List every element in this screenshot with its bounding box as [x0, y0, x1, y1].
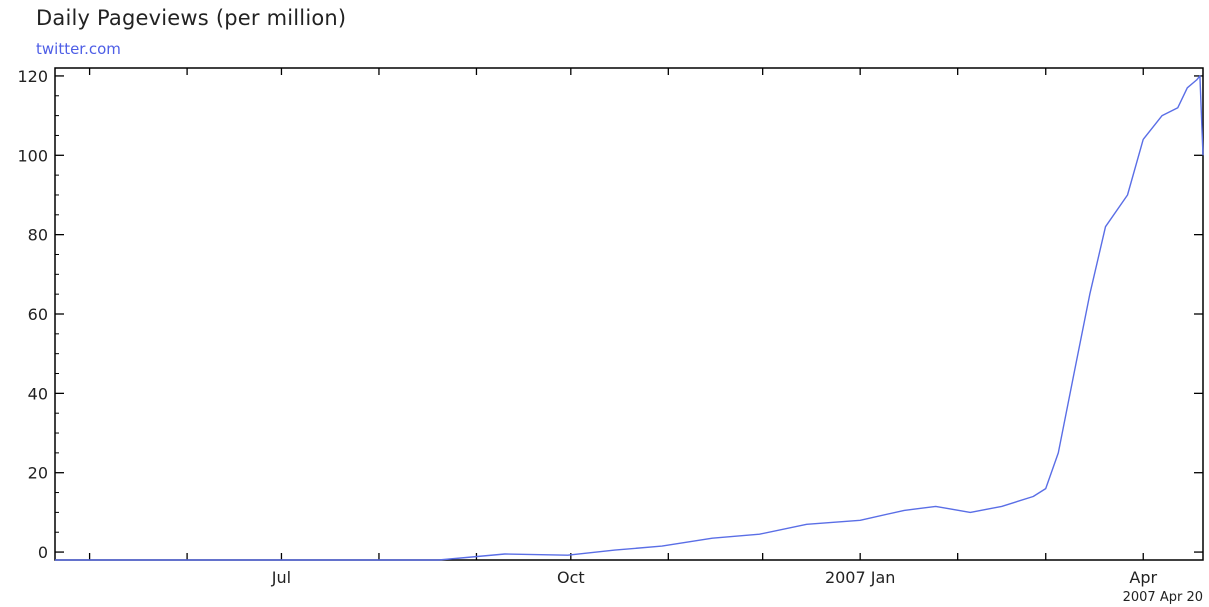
y-tick-label: 20 — [28, 464, 48, 483]
y-axis-ticks: 0 20 40 60 80 100 120 — [17, 67, 1203, 562]
chart-title: Daily Pageviews (per million) — [36, 6, 347, 30]
y-tick-label: 120 — [17, 67, 48, 86]
y-tick-label: 100 — [17, 146, 48, 165]
x-tick-label: Oct — [557, 568, 585, 587]
pageviews-series-line — [55, 75, 1204, 561]
x-tick-label: Jul — [271, 568, 291, 587]
x-axis-ticks: Jul Oct 2007 Jan Apr — [88, 68, 1157, 587]
y-tick-label: 80 — [28, 226, 48, 245]
chart-subtitle: twitter.com — [36, 40, 121, 58]
x-tick-label: Apr — [1129, 568, 1157, 587]
y-tick-label: 0 — [38, 543, 48, 562]
y-tick-label: 60 — [28, 305, 48, 324]
plot-frame — [54, 67, 1204, 561]
y-tick-label: 40 — [28, 384, 48, 403]
series-group — [55, 75, 1204, 561]
chart-axes — [54, 67, 1204, 561]
x-tick-label: 2007 Jan — [825, 568, 895, 587]
end-date-label: 2007 Apr 20 — [1123, 590, 1203, 605]
